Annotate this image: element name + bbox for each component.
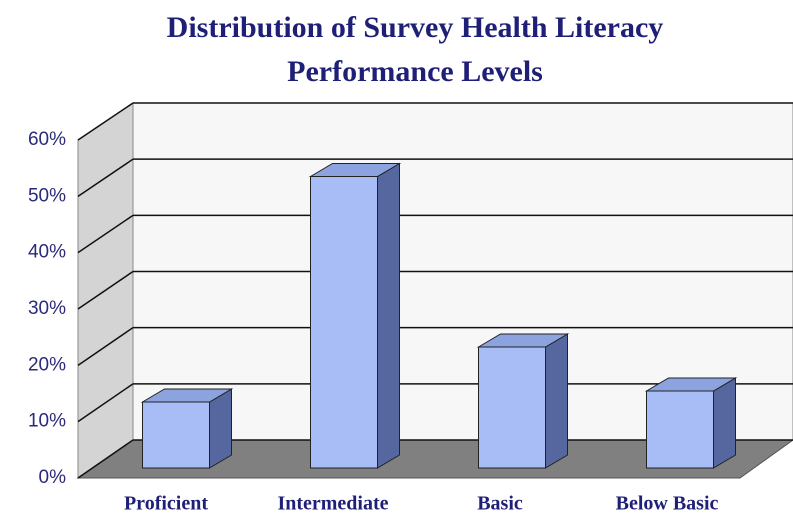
y-tick-label: 20% <box>28 354 66 375</box>
bar-side <box>713 377 736 469</box>
grid-line-side <box>77 439 134 479</box>
grid-line-side <box>77 102 134 141</box>
y-tick-label: 10% <box>28 411 66 432</box>
grid-line-side <box>77 327 134 366</box>
bar <box>310 176 378 469</box>
chart-title: Performance Levels <box>287 55 543 88</box>
x-tick-label: Proficient <box>124 493 208 515</box>
grid-line-side <box>77 214 134 254</box>
bar <box>646 390 714 469</box>
bar-side <box>545 333 568 469</box>
bar-side <box>377 162 400 469</box>
y-tick-label: 0% <box>39 467 67 488</box>
grid-line-side <box>77 158 134 197</box>
bar <box>142 401 210 469</box>
grid-line-side <box>77 270 134 310</box>
y-tick-label: 40% <box>28 242 66 263</box>
x-tick-label: Below Basic <box>616 493 719 515</box>
y-tick-label: 30% <box>28 298 66 319</box>
bar-side <box>209 388 232 469</box>
x-tick-label: Basic <box>477 493 523 515</box>
y-tick-label: 50% <box>28 185 66 206</box>
grid-line-side <box>77 383 134 423</box>
x-tick-label: Intermediate <box>277 493 388 515</box>
y-tick-label: 60% <box>28 129 66 150</box>
chart-title: Distribution of Survey Health Literacy <box>167 11 664 44</box>
bar <box>478 346 546 469</box>
